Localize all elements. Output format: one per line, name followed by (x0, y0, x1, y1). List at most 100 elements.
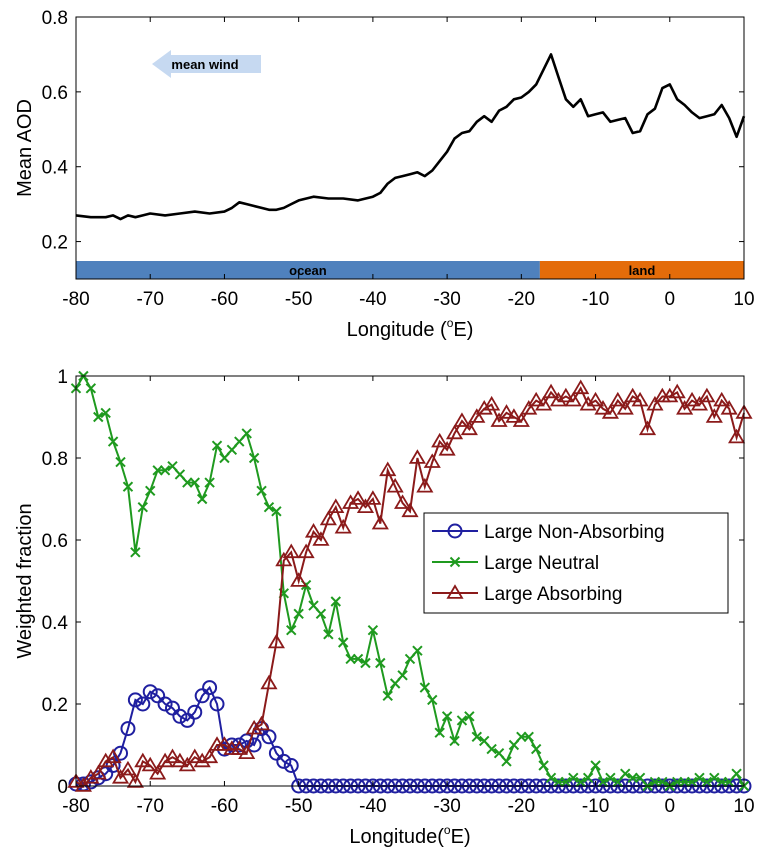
data-point-large-neutral (360, 657, 371, 669)
data-point-large-neutral (315, 608, 327, 620)
data-point-large-neutral (211, 440, 223, 451)
data-point-large-non-absorbing (209, 696, 225, 712)
data-point-large-non-absorbing (157, 696, 173, 712)
data-point-large-neutral (404, 653, 416, 665)
top-x-tick-label: -70 (136, 289, 163, 310)
data-point-large-neutral (382, 690, 393, 702)
data-point-large-neutral (553, 776, 564, 788)
data-point-large-absorbing (408, 449, 426, 464)
data-point-large-non-absorbing (164, 700, 180, 716)
top-y-tick-label: 0.6 (42, 83, 68, 104)
legend-marker-large-absorbing (446, 584, 464, 599)
data-point-large-neutral (456, 715, 468, 726)
data-point-large-absorbing (356, 498, 375, 513)
data-point-large-absorbing (705, 408, 723, 423)
data-point-large-absorbing (646, 395, 664, 411)
data-point-large-absorbing (245, 719, 263, 735)
bottom-x-axis-label: Longitude(oE) (349, 823, 470, 848)
data-point-large-neutral (679, 776, 690, 788)
data-point-large-absorbing (505, 408, 523, 423)
top-x-tick-label: 10 (733, 289, 754, 310)
data-point-large-neutral (345, 653, 356, 665)
data-point-large-neutral (538, 760, 549, 771)
data-point-large-neutral (159, 465, 171, 476)
data-point-large-neutral (441, 711, 453, 722)
data-point-large-neutral (182, 477, 193, 488)
data-point-large-neutral (575, 776, 586, 788)
data-point-large-absorbing (460, 420, 478, 436)
data-point-large-non-absorbing (283, 758, 299, 773)
data-point-large-absorbing (468, 408, 486, 423)
legend-label-large-absorbing: Large Absorbing (484, 584, 622, 605)
bottom-x-ticks: -80 -70 -60 -50 -40 -30 -20 -10 0 10 (62, 376, 755, 817)
bottom-y-tick-label: 0.4 (42, 613, 69, 634)
data-point-large-absorbing (89, 764, 107, 780)
data-point-large-absorbing (141, 756, 159, 772)
series-large-absorbing (67, 379, 753, 792)
data-point-large-absorbing (609, 391, 627, 407)
top-x-ticks: -80 -70 -60 -50 -40 -30 -20 -10 0 10 (62, 17, 755, 310)
top-x-tick-label: -40 (359, 289, 386, 310)
data-point-large-non-absorbing (172, 708, 188, 724)
data-point-large-neutral (516, 731, 527, 743)
data-point-large-neutral (226, 444, 238, 456)
bottom-x-tick-label: -50 (285, 796, 312, 817)
top-x-tick-label: -80 (62, 289, 89, 310)
data-point-large-neutral (145, 485, 156, 497)
data-point-large-neutral (263, 501, 275, 513)
data-point-large-absorbing (690, 395, 709, 411)
series-large-non-absorbing (68, 680, 752, 794)
bottom-y-ticks: 0 0.2 0.4 0.6 0.8 1 (42, 367, 744, 798)
data-point-large-neutral (671, 776, 683, 788)
data-point-large-non-absorbing (179, 712, 195, 728)
series-large-neutral (70, 370, 750, 792)
data-point-large-absorbing (431, 432, 449, 448)
data-point-large-neutral (649, 776, 661, 788)
data-point-large-absorbing (371, 514, 389, 530)
data-point-large-non-absorbing (142, 684, 158, 700)
band-ocean (76, 261, 540, 279)
data-point-large-neutral (657, 776, 668, 788)
data-point-large-absorbing (126, 773, 144, 788)
data-point-large-absorbing (156, 752, 174, 768)
data-point-large-neutral (560, 776, 572, 788)
data-point-large-absorbing (297, 543, 315, 559)
top-plot-frame (75, 16, 745, 280)
data-point-large-neutral (248, 452, 260, 464)
data-point-large-neutral (471, 731, 483, 743)
data-point-large-neutral (620, 768, 631, 779)
data-point-large-neutral (419, 682, 431, 693)
data-point-large-absorbing (186, 748, 204, 764)
top-y-axis-label: Mean AOD (14, 99, 36, 197)
data-point-large-absorbing (668, 383, 686, 399)
data-point-large-neutral (427, 694, 438, 706)
data-point-large-neutral (597, 776, 609, 788)
top-x-tick-label: -30 (433, 289, 460, 310)
wind-arrow-shape (152, 50, 261, 78)
data-point-large-absorbing (475, 400, 493, 415)
data-point-large-absorbing (334, 518, 352, 534)
data-point-large-neutral (115, 456, 126, 468)
top-x-tick-label: -60 (211, 289, 238, 310)
data-point-large-absorbing (215, 736, 234, 751)
data-point-large-absorbing (67, 773, 85, 788)
data-point-large-neutral (493, 747, 505, 759)
data-point-large-absorbing (238, 744, 256, 759)
data-point-large-neutral (545, 772, 557, 784)
data-point-large-neutral (256, 485, 267, 497)
data-point-large-absorbing (171, 752, 189, 768)
data-point-large-neutral (152, 465, 163, 476)
data-point-large-absorbing (676, 400, 694, 415)
data-point-large-neutral (568, 772, 579, 784)
data-point-large-neutral (694, 772, 705, 784)
data-point-large-absorbing (483, 395, 501, 411)
data-point-large-absorbing (193, 752, 211, 768)
data-point-large-neutral (486, 743, 497, 755)
data-point-large-absorbing (364, 490, 382, 505)
data-point-large-absorbing (713, 391, 731, 407)
aod-line (75, 53, 746, 221)
data-point-large-neutral (389, 678, 401, 689)
data-point-large-neutral (330, 596, 341, 607)
data-point-large-absorbing (572, 379, 590, 395)
bottom-x-tick-label: 10 (733, 796, 754, 817)
